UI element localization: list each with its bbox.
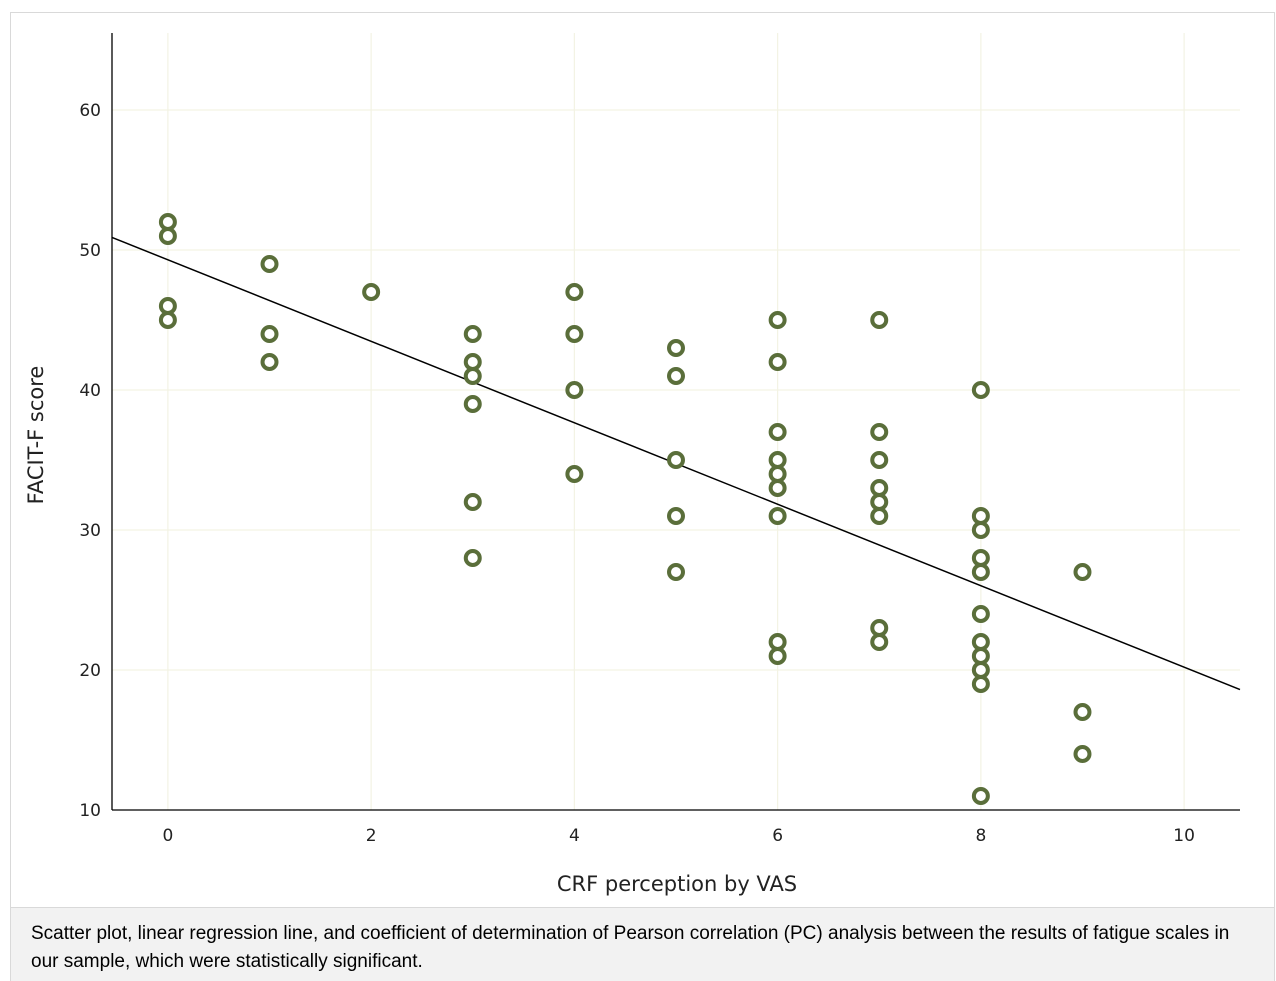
data-point <box>870 451 889 469</box>
data-point <box>971 675 990 693</box>
data-point <box>1073 703 1092 721</box>
data-point <box>870 311 889 329</box>
data-point <box>667 367 685 385</box>
data-point <box>667 339 685 357</box>
data-point <box>971 507 990 525</box>
data-point <box>971 633 990 651</box>
data-point <box>565 465 584 483</box>
x-tick-label: 0 <box>162 826 173 846</box>
data-point <box>971 381 990 399</box>
data-point <box>463 367 482 385</box>
data-point <box>870 493 889 511</box>
y-tick-label: 50 <box>79 241 101 261</box>
data-point <box>870 619 889 637</box>
y-tick-label: 30 <box>79 521 101 541</box>
data-point <box>667 451 685 469</box>
data-point <box>768 633 787 651</box>
x-tick-label: 6 <box>772 826 783 846</box>
data-point <box>158 213 177 231</box>
figure-caption: Scatter plot, linear regression line, an… <box>10 907 1275 981</box>
data-point <box>463 493 482 511</box>
data-point <box>768 451 787 469</box>
y-tick-label: 20 <box>79 661 101 681</box>
data-point <box>870 507 889 525</box>
data-point <box>260 255 279 273</box>
x-axis-title: CRF perception by VAS <box>557 872 797 896</box>
x-tick-label: 10 <box>1173 826 1195 846</box>
y-axis-title: FACIT-F score <box>24 366 48 505</box>
data-point <box>768 465 787 483</box>
data-point <box>463 395 482 413</box>
grid-lines <box>112 33 1240 810</box>
data-point <box>667 563 685 581</box>
data-point <box>971 605 990 623</box>
data-point <box>667 507 685 525</box>
data-point <box>565 325 584 343</box>
data-point <box>158 297 177 315</box>
data-point <box>768 311 787 329</box>
y-tick-label: 60 <box>79 101 101 121</box>
data-point <box>158 227 177 245</box>
scatter-chart: 0 2 4 6 8 10 10 20 30 40 50 60 CRF perception by VA… <box>24 33 1241 896</box>
data-point <box>971 661 990 679</box>
data-point <box>565 381 584 399</box>
data-point <box>870 479 889 497</box>
data-point <box>362 283 381 301</box>
data-point <box>768 647 787 665</box>
x-tick-label: 8 <box>975 826 986 846</box>
data-point <box>768 507 787 525</box>
data-point <box>260 325 279 343</box>
data-point <box>463 549 482 567</box>
data-point <box>1073 745 1092 763</box>
data-point <box>971 787 990 805</box>
data-point <box>971 549 990 567</box>
data-point <box>463 325 482 343</box>
data-point <box>971 563 990 581</box>
data-point <box>463 353 482 371</box>
data-point <box>768 479 787 497</box>
data-point <box>565 283 584 301</box>
data-points <box>158 213 1092 805</box>
y-tick-label: 40 <box>79 381 101 401</box>
data-point <box>260 353 279 371</box>
data-point <box>971 521 990 539</box>
axes <box>111 33 1240 811</box>
chart-frame: 0 2 4 6 8 10 10 20 30 40 50 60 CRF perception by VA… <box>10 12 1275 907</box>
tick-labels: 0 2 4 6 8 10 10 20 30 40 50 60 <box>79 101 1195 846</box>
x-tick-label: 4 <box>569 826 580 846</box>
data-point <box>1073 563 1092 581</box>
data-point <box>870 633 889 651</box>
data-point <box>768 423 787 441</box>
data-point <box>158 311 177 329</box>
y-tick-label: 10 <box>79 801 101 821</box>
data-point <box>768 353 787 371</box>
data-point <box>870 423 889 441</box>
data-point <box>971 647 990 665</box>
x-tick-label: 2 <box>366 826 377 846</box>
